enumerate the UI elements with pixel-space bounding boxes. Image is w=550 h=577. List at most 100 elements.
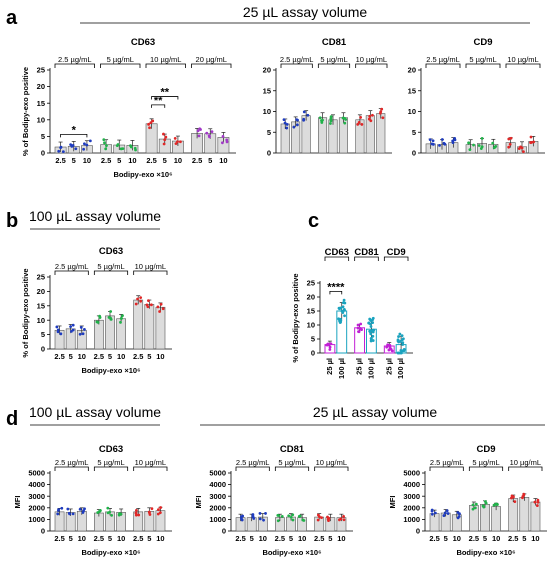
y-tick-label: 0 bbox=[41, 345, 45, 354]
y-tick-label: 5 bbox=[412, 128, 416, 137]
x-tick-label: 5 bbox=[483, 534, 487, 543]
significance-label: ** bbox=[160, 87, 169, 99]
data-point bbox=[147, 510, 151, 514]
group-bracket bbox=[465, 63, 501, 68]
data-point bbox=[341, 301, 345, 305]
data-point bbox=[451, 141, 455, 145]
group-label: CD9 bbox=[387, 247, 406, 258]
panel-label-d: d bbox=[6, 408, 18, 430]
chart-title: CD81 bbox=[322, 37, 347, 48]
data-point bbox=[509, 136, 513, 140]
data-point bbox=[119, 512, 123, 516]
data-point bbox=[134, 302, 138, 306]
data-point bbox=[264, 512, 267, 515]
data-point bbox=[471, 503, 475, 507]
y-tick-label: 0 bbox=[416, 527, 420, 536]
group-label: 2.5 µg/mL bbox=[55, 262, 89, 271]
data-point bbox=[316, 518, 320, 522]
data-point bbox=[176, 140, 179, 143]
data-point bbox=[477, 144, 481, 147]
data-point bbox=[400, 334, 404, 337]
y-tick-label: 5 bbox=[41, 132, 45, 141]
data-point bbox=[151, 119, 155, 123]
data-point bbox=[285, 126, 289, 130]
data-point bbox=[433, 511, 437, 515]
data-point bbox=[369, 119, 373, 123]
data-point bbox=[340, 309, 344, 313]
group-bracket bbox=[324, 256, 350, 261]
data-point bbox=[78, 332, 82, 336]
data-point bbox=[343, 121, 347, 125]
data-point bbox=[107, 316, 111, 319]
panel-label-a: a bbox=[6, 7, 18, 29]
x-tick-label: 2.5 bbox=[508, 534, 518, 543]
y-tick-label: 20 bbox=[37, 82, 45, 91]
y-tick-label: 0 bbox=[41, 149, 45, 158]
x-tick-label: 10 bbox=[492, 534, 500, 543]
data-point bbox=[289, 515, 293, 519]
data-point bbox=[258, 517, 262, 521]
data-point bbox=[306, 113, 310, 117]
data-point bbox=[71, 323, 75, 327]
data-point bbox=[150, 303, 153, 307]
x-tick-label: 100 µl bbox=[337, 358, 346, 379]
group-bracket bbox=[429, 466, 464, 471]
data-point bbox=[445, 509, 449, 513]
y-tick-label: 1000 bbox=[209, 515, 226, 524]
chart-a-cd63: 0 5 10 15 20 25 CD63 % of Bodipy-exo positive Bo… bbox=[21, 37, 236, 179]
data-point bbox=[134, 511, 138, 515]
data-point bbox=[480, 137, 484, 140]
x-tick-label: 10 bbox=[531, 534, 539, 543]
y-tick-label: 3000 bbox=[28, 492, 45, 501]
y-tick-label: 10 bbox=[263, 107, 271, 116]
data-point bbox=[398, 351, 402, 355]
x-tick-label: 10 bbox=[298, 534, 306, 543]
data-point bbox=[520, 146, 524, 150]
data-point bbox=[119, 317, 123, 320]
data-point bbox=[360, 123, 364, 126]
data-point bbox=[521, 496, 524, 500]
significance-bracket bbox=[151, 96, 179, 100]
data-point bbox=[105, 144, 108, 147]
data-point bbox=[197, 134, 201, 138]
x-axis-label: Bodipy-exo ×10⁶ bbox=[81, 366, 140, 375]
data-point bbox=[431, 139, 435, 143]
y-tick-label: 5000 bbox=[28, 469, 45, 478]
data-point bbox=[442, 141, 446, 145]
data-point bbox=[156, 512, 160, 516]
chart-title: CD63 bbox=[99, 444, 123, 455]
x-tick-label: 2.5 bbox=[101, 156, 111, 165]
data-point bbox=[513, 500, 517, 503]
data-point bbox=[158, 511, 162, 515]
data-point bbox=[173, 136, 177, 140]
charts-layer: 0 5 10 15 20 25 CD63 % of Bodipy-exo positive Bo… bbox=[13, 37, 547, 557]
data-point bbox=[95, 320, 99, 324]
data-point bbox=[356, 323, 360, 327]
y-tick-label: 25 bbox=[37, 66, 45, 75]
y-tick-label: 15 bbox=[307, 307, 315, 316]
y-tick-label: 3000 bbox=[403, 492, 420, 501]
data-point bbox=[81, 332, 85, 336]
data-point bbox=[162, 132, 165, 136]
x-tick-label: 2.5 bbox=[54, 352, 64, 361]
x-tick-label: 2.5 bbox=[146, 156, 156, 165]
x-tick-label: 2.5 bbox=[275, 534, 285, 543]
data-point bbox=[251, 514, 255, 518]
data-point bbox=[56, 330, 60, 334]
group-label: 5 µg/mL bbox=[97, 458, 124, 467]
chart-c: 0 5 10 15 20 25 % of Bodipy-exo positive CD63 25… bbox=[291, 247, 413, 379]
data-point bbox=[328, 348, 332, 351]
group-label: 2.5 µg/mL bbox=[426, 55, 460, 64]
x-tick-label: 2.5 bbox=[133, 534, 143, 543]
y-tick-label: 0 bbox=[41, 527, 45, 536]
significance-label: * bbox=[72, 124, 77, 136]
y-axis-label: % of Bodipy-exo positive bbox=[21, 67, 30, 156]
bar bbox=[519, 497, 530, 532]
data-point bbox=[359, 322, 363, 326]
data-point bbox=[517, 147, 521, 151]
data-point bbox=[85, 143, 89, 147]
data-point bbox=[302, 118, 306, 122]
data-point bbox=[119, 147, 123, 151]
data-point bbox=[220, 141, 224, 145]
